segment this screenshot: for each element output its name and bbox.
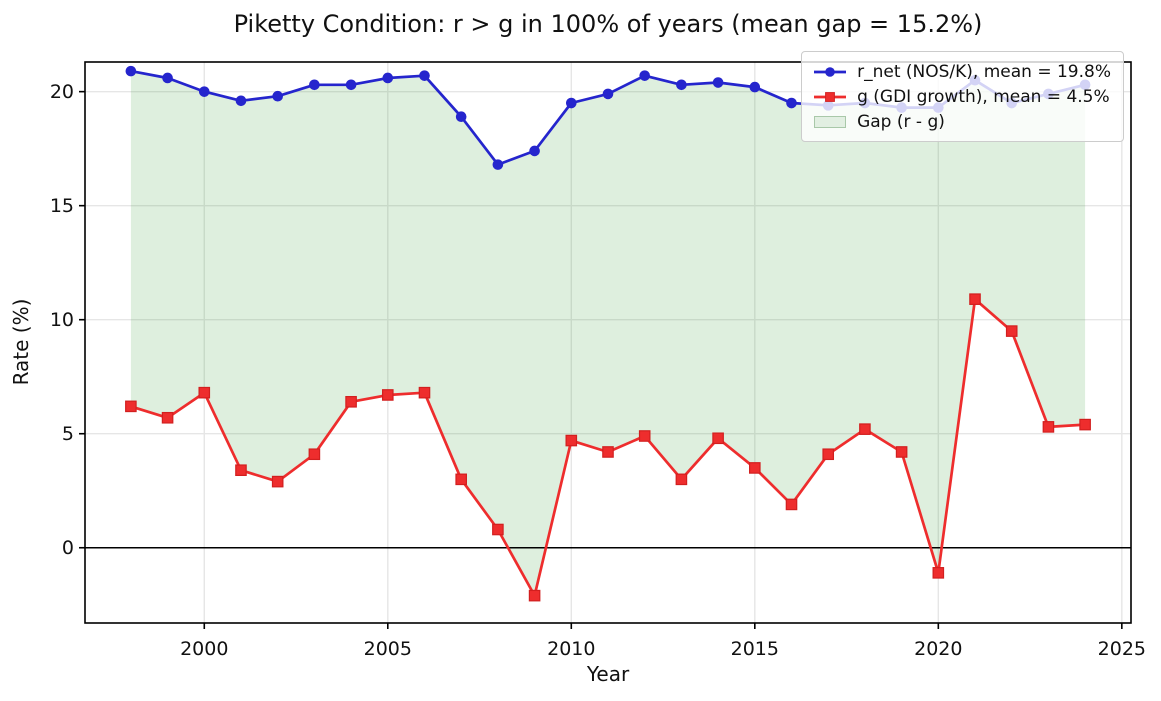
r-net-marker [602, 88, 614, 100]
chart-title: Piketty Condition: r > g in 100% of year… [233, 10, 983, 38]
gap-fill-area [130, 71, 1086, 596]
legend-label-g: g (GDI growth), mean = 4.5% [857, 86, 1110, 107]
g-marker [712, 432, 724, 445]
r-net-marker [419, 70, 430, 81]
g-marker [418, 386, 431, 399]
g-marker [1079, 418, 1091, 431]
y-tick-label-0: 0 [62, 537, 74, 559]
g-marker [638, 430, 651, 442]
r-net-marker [309, 79, 320, 91]
x-tick-label-2025: 2025 [1098, 638, 1146, 660]
g-marker [308, 448, 321, 461]
r-net-marker [749, 81, 761, 93]
gap-patch-sample-icon [814, 115, 847, 128]
g-marker [455, 473, 467, 486]
r-net-marker [382, 72, 394, 84]
r-net-marker [639, 70, 651, 81]
g-marker [932, 567, 945, 579]
g-marker [492, 523, 504, 536]
g-marker [749, 462, 761, 474]
g-marker [1042, 421, 1055, 433]
x-tick-label-2000: 2000 [180, 638, 228, 660]
g-marker [895, 446, 908, 458]
x-axis-label: Year [586, 662, 630, 686]
r-net-marker [162, 72, 173, 84]
g-marker [859, 423, 871, 435]
x-tick-label-2005: 2005 [364, 638, 412, 660]
r-net-marker [676, 79, 687, 91]
x-tick-label-2015: 2015 [731, 638, 779, 660]
y-axis-label: Rate (%) [9, 298, 33, 386]
g-marker [969, 293, 981, 305]
legend-label-r-net: r_net (NOS/K), mean = 19.8% [857, 61, 1111, 82]
r-net-marker [565, 97, 577, 109]
r-net-marker [529, 145, 540, 157]
legend-item-r-net: r_net (NOS/K), mean = 19.8% [812, 59, 1111, 84]
g-marker [198, 386, 211, 399]
y-tick-label-5: 5 [62, 423, 74, 445]
g-marker [125, 400, 137, 413]
g-marker [345, 395, 357, 408]
r-net-marker [492, 159, 504, 170]
y-tick-label-10: 10 [50, 309, 74, 331]
x-tick-label-2020: 2020 [914, 638, 962, 660]
r-net-marker [345, 79, 357, 91]
g-marker [271, 475, 284, 488]
r-net-marker [786, 97, 797, 109]
g-line-sample-icon [814, 91, 847, 102]
g-marker [1005, 325, 1018, 337]
legend-label-gap: Gap (r - g) [857, 111, 945, 132]
y-tick-label-20: 20 [50, 81, 74, 103]
r-net-line-sample-icon [814, 66, 847, 77]
g-marker [235, 464, 247, 477]
g-marker [822, 448, 835, 461]
r-net-marker [712, 77, 724, 88]
axes-border [84, 61, 1132, 624]
legend-item-g: g (GDI growth), mean = 4.5% [812, 84, 1111, 109]
r-net-marker [235, 95, 247, 107]
r-net-marker [272, 90, 283, 102]
y-tick-label-15: 15 [50, 195, 74, 217]
g-marker [785, 498, 798, 511]
g-marker [381, 389, 394, 401]
g-marker [565, 434, 578, 447]
g-marker [602, 446, 614, 458]
x-tick-label-2010: 2010 [547, 638, 595, 660]
r-net-marker [125, 65, 137, 77]
r-net-marker [198, 86, 210, 97]
r-net-marker [455, 111, 467, 123]
g-marker [161, 411, 174, 424]
legend-item-gap: Gap (r - g) [812, 109, 1111, 134]
g-marker [528, 589, 541, 602]
legend: r_net (NOS/K), mean = 19.8% g (GDI growt… [801, 51, 1124, 142]
g-marker [675, 473, 688, 486]
